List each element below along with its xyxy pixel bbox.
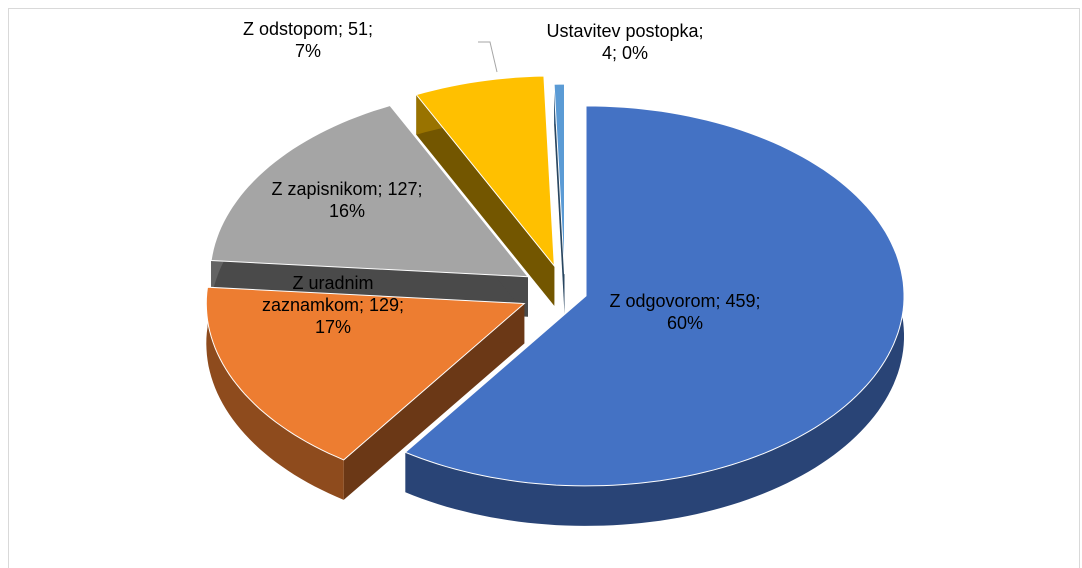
slice-wall	[206, 287, 344, 500]
leader-line	[478, 41, 498, 73]
data-label: Ustavitev postopka; 4; 0%	[546, 21, 704, 63]
slice	[205, 286, 526, 461]
slice	[404, 105, 905, 487]
slice-side	[343, 303, 525, 500]
slice	[415, 75, 555, 268]
data-label: Z odgovorom; 459; 60%	[609, 291, 761, 333]
data-label: Z zapisnikom; 127; 16%	[271, 179, 423, 221]
data-label: Z uradnim zaznamkom; 129; 17%	[261, 273, 405, 337]
data-label: Z odstopom; 51; 7%	[242, 19, 374, 61]
slice-side	[416, 94, 555, 306]
slice-wall	[405, 105, 904, 526]
slice-side	[554, 84, 565, 315]
slice	[210, 104, 530, 278]
chart-frame	[8, 8, 1080, 568]
slice	[553, 83, 565, 275]
